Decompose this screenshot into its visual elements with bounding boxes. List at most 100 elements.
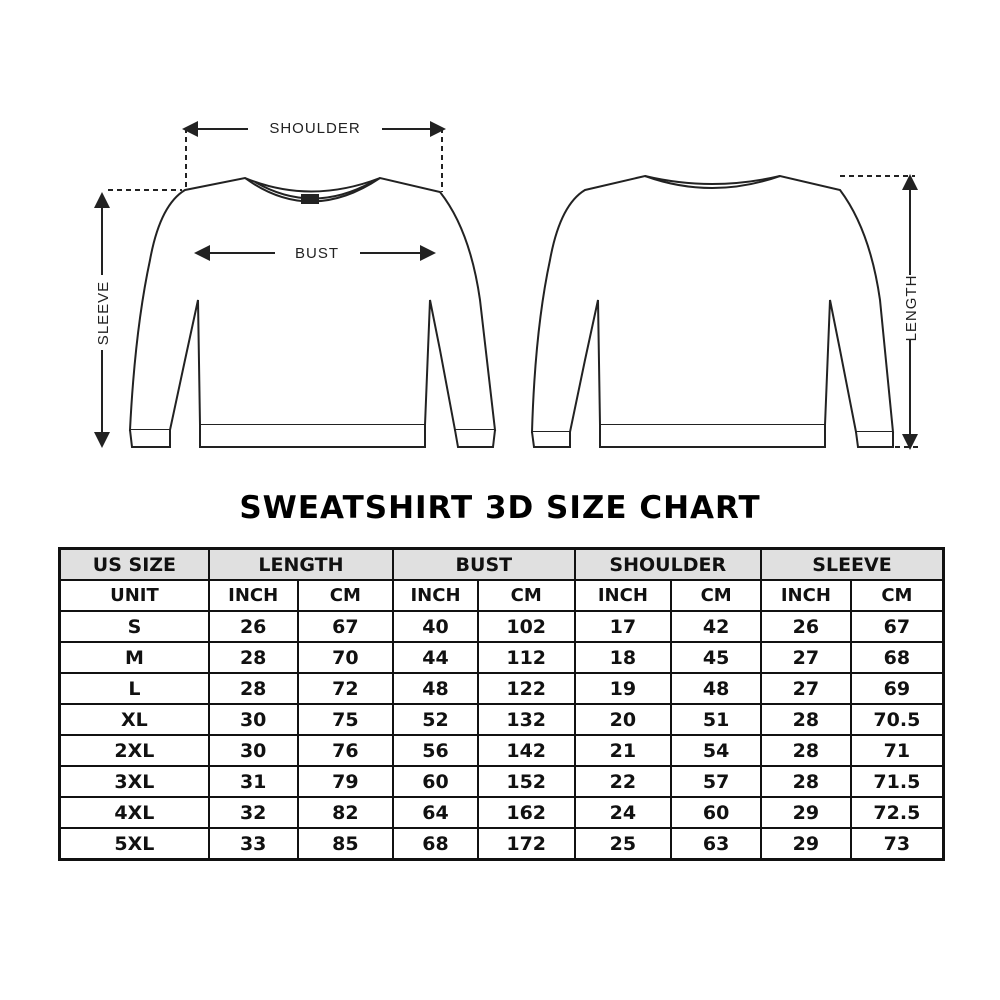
- sweatshirt-diagram: SHOULDER BUST SLEEVE LENGTH: [94, 120, 920, 450]
- value-cell: 68: [849, 641, 945, 674]
- value-cell: 32: [207, 796, 299, 829]
- value-cell: 21: [573, 734, 673, 767]
- value-cell: 73: [849, 827, 945, 861]
- shoulder-label: SHOULDER: [269, 120, 360, 137]
- value-cell: 52: [392, 703, 479, 736]
- value-cell: 70.5: [849, 703, 945, 736]
- value-cell: 72.5: [849, 796, 945, 829]
- value-cell: 68: [392, 827, 479, 861]
- header-us-size: US SIZE: [58, 547, 210, 581]
- value-cell: CM: [849, 579, 945, 612]
- value-cell: 18: [573, 641, 673, 674]
- value-cell: 172: [476, 827, 576, 861]
- value-cell: 71.5: [849, 765, 945, 798]
- value-cell: CM: [670, 579, 763, 612]
- value-cell: 29: [760, 796, 852, 829]
- value-cell: 70: [296, 641, 395, 674]
- value-cell: 75: [296, 703, 395, 736]
- table-row: M 28 70 44 112 18 45 27 68: [58, 641, 945, 674]
- value-cell: 56: [392, 734, 479, 767]
- value-cell: 112: [476, 641, 576, 674]
- value-cell: 44: [392, 641, 479, 674]
- bust-label: BUST: [295, 245, 339, 262]
- value-cell: 45: [670, 641, 763, 674]
- sleeve-label: SLEEVE: [95, 281, 112, 345]
- value-cell: 71: [849, 734, 945, 767]
- value-cell: 85: [296, 827, 395, 861]
- size-cell: XL: [58, 703, 210, 736]
- value-cell: 162: [476, 796, 576, 829]
- value-cell: 64: [392, 796, 479, 829]
- size-chart-table: US SIZE LENGTH BUST SHOULDER SLEEVE UNIT…: [58, 547, 945, 861]
- value-cell: 28: [207, 672, 299, 705]
- value-cell: 31: [207, 765, 299, 798]
- value-cell: 33: [207, 827, 299, 861]
- front-sweatshirt: [128, 176, 497, 448]
- size-cell: UNIT: [58, 579, 210, 612]
- value-cell: 72: [296, 672, 395, 705]
- size-cell: S: [58, 610, 210, 643]
- value-cell: 28: [760, 765, 852, 798]
- value-cell: 142: [476, 734, 576, 767]
- value-cell: 20: [573, 703, 673, 736]
- size-cell: 2XL: [58, 734, 210, 767]
- value-cell: 28: [760, 703, 852, 736]
- value-cell: 60: [392, 765, 479, 798]
- value-cell: 24: [573, 796, 673, 829]
- value-cell: 51: [670, 703, 763, 736]
- size-cell: M: [58, 641, 210, 674]
- back-sweatshirt: [530, 174, 895, 448]
- table-row: 3XL 31 79 60 152 22 57 28 71.5: [58, 765, 945, 798]
- value-cell: 40: [392, 610, 479, 643]
- value-cell: 29: [760, 827, 852, 861]
- value-cell: INCH: [573, 579, 673, 612]
- value-cell: 57: [670, 765, 763, 798]
- group-header-row: US SIZE LENGTH BUST SHOULDER SLEEVE: [58, 547, 945, 581]
- value-cell: 30: [207, 703, 299, 736]
- value-cell: 79: [296, 765, 395, 798]
- value-cell: 152: [476, 765, 576, 798]
- value-cell: CM: [476, 579, 576, 612]
- value-cell: 76: [296, 734, 395, 767]
- unit-row: UNIT INCH CM INCH CM INCH CM INCH CM: [58, 579, 945, 612]
- value-cell: 22: [573, 765, 673, 798]
- size-cell: L: [58, 672, 210, 705]
- value-cell: 17: [573, 610, 673, 643]
- value-cell: 28: [207, 641, 299, 674]
- value-cell: 25: [573, 827, 673, 861]
- table-row: 4XL 32 82 64 162 24 60 29 72.5: [58, 796, 945, 829]
- table-row: S 26 67 40 102 17 42 26 67: [58, 610, 945, 643]
- table-row: L 28 72 48 122 19 48 27 69: [58, 672, 945, 705]
- value-cell: 132: [476, 703, 576, 736]
- value-cell: 67: [296, 610, 395, 643]
- value-cell: 67: [849, 610, 945, 643]
- length-label: LENGTH: [903, 275, 920, 342]
- value-cell: CM: [296, 579, 395, 612]
- value-cell: 63: [670, 827, 763, 861]
- value-cell: 48: [670, 672, 763, 705]
- value-cell: 27: [760, 641, 852, 674]
- value-cell: 27: [760, 672, 852, 705]
- value-cell: 19: [573, 672, 673, 705]
- value-cell: INCH: [392, 579, 479, 612]
- value-cell: INCH: [207, 579, 299, 612]
- value-cell: 26: [760, 610, 852, 643]
- header-bust: BUST: [392, 547, 576, 581]
- size-cell: 3XL: [58, 765, 210, 798]
- value-cell: 30: [207, 734, 299, 767]
- value-cell: 48: [392, 672, 479, 705]
- value-cell: 60: [670, 796, 763, 829]
- header-sleeve: SLEEVE: [760, 547, 945, 581]
- table-row: XL 30 75 52 132 20 51 28 70.5: [58, 703, 945, 736]
- value-cell: 82: [296, 796, 395, 829]
- value-cell: 102: [476, 610, 576, 643]
- table-row: 2XL 30 76 56 142 21 54 28 71: [58, 734, 945, 767]
- chart-title: SWEATSHIRT 3D SIZE CHART: [239, 490, 761, 526]
- value-cell: INCH: [760, 579, 852, 612]
- size-cell: 4XL: [58, 796, 210, 829]
- value-cell: 28: [760, 734, 852, 767]
- value-cell: 69: [849, 672, 945, 705]
- header-length: LENGTH: [207, 547, 395, 581]
- table-row: 5XL 33 85 68 172 25 63 29 73: [58, 827, 945, 861]
- value-cell: 54: [670, 734, 763, 767]
